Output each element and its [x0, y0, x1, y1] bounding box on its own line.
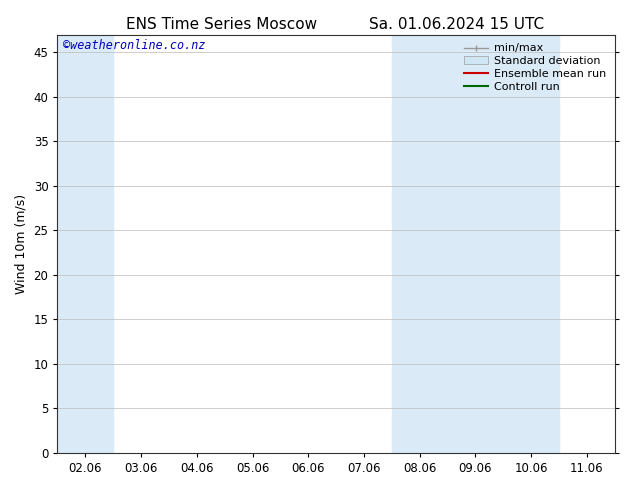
- Bar: [448, 35, 503, 453]
- Bar: [392, 35, 448, 453]
- Legend: min/max, Standard deviation, Ensemble mean run, Controll run: min/max, Standard deviation, Ensemble me…: [460, 40, 609, 95]
- Bar: [503, 35, 559, 453]
- Text: ENS Time Series Moscow: ENS Time Series Moscow: [126, 17, 318, 32]
- Bar: [58, 35, 113, 453]
- Text: ©weatheronline.co.nz: ©weatheronline.co.nz: [63, 39, 205, 52]
- Text: Sa. 01.06.2024 15 UTC: Sa. 01.06.2024 15 UTC: [369, 17, 544, 32]
- Y-axis label: Wind 10m (m/s): Wind 10m (m/s): [15, 194, 28, 294]
